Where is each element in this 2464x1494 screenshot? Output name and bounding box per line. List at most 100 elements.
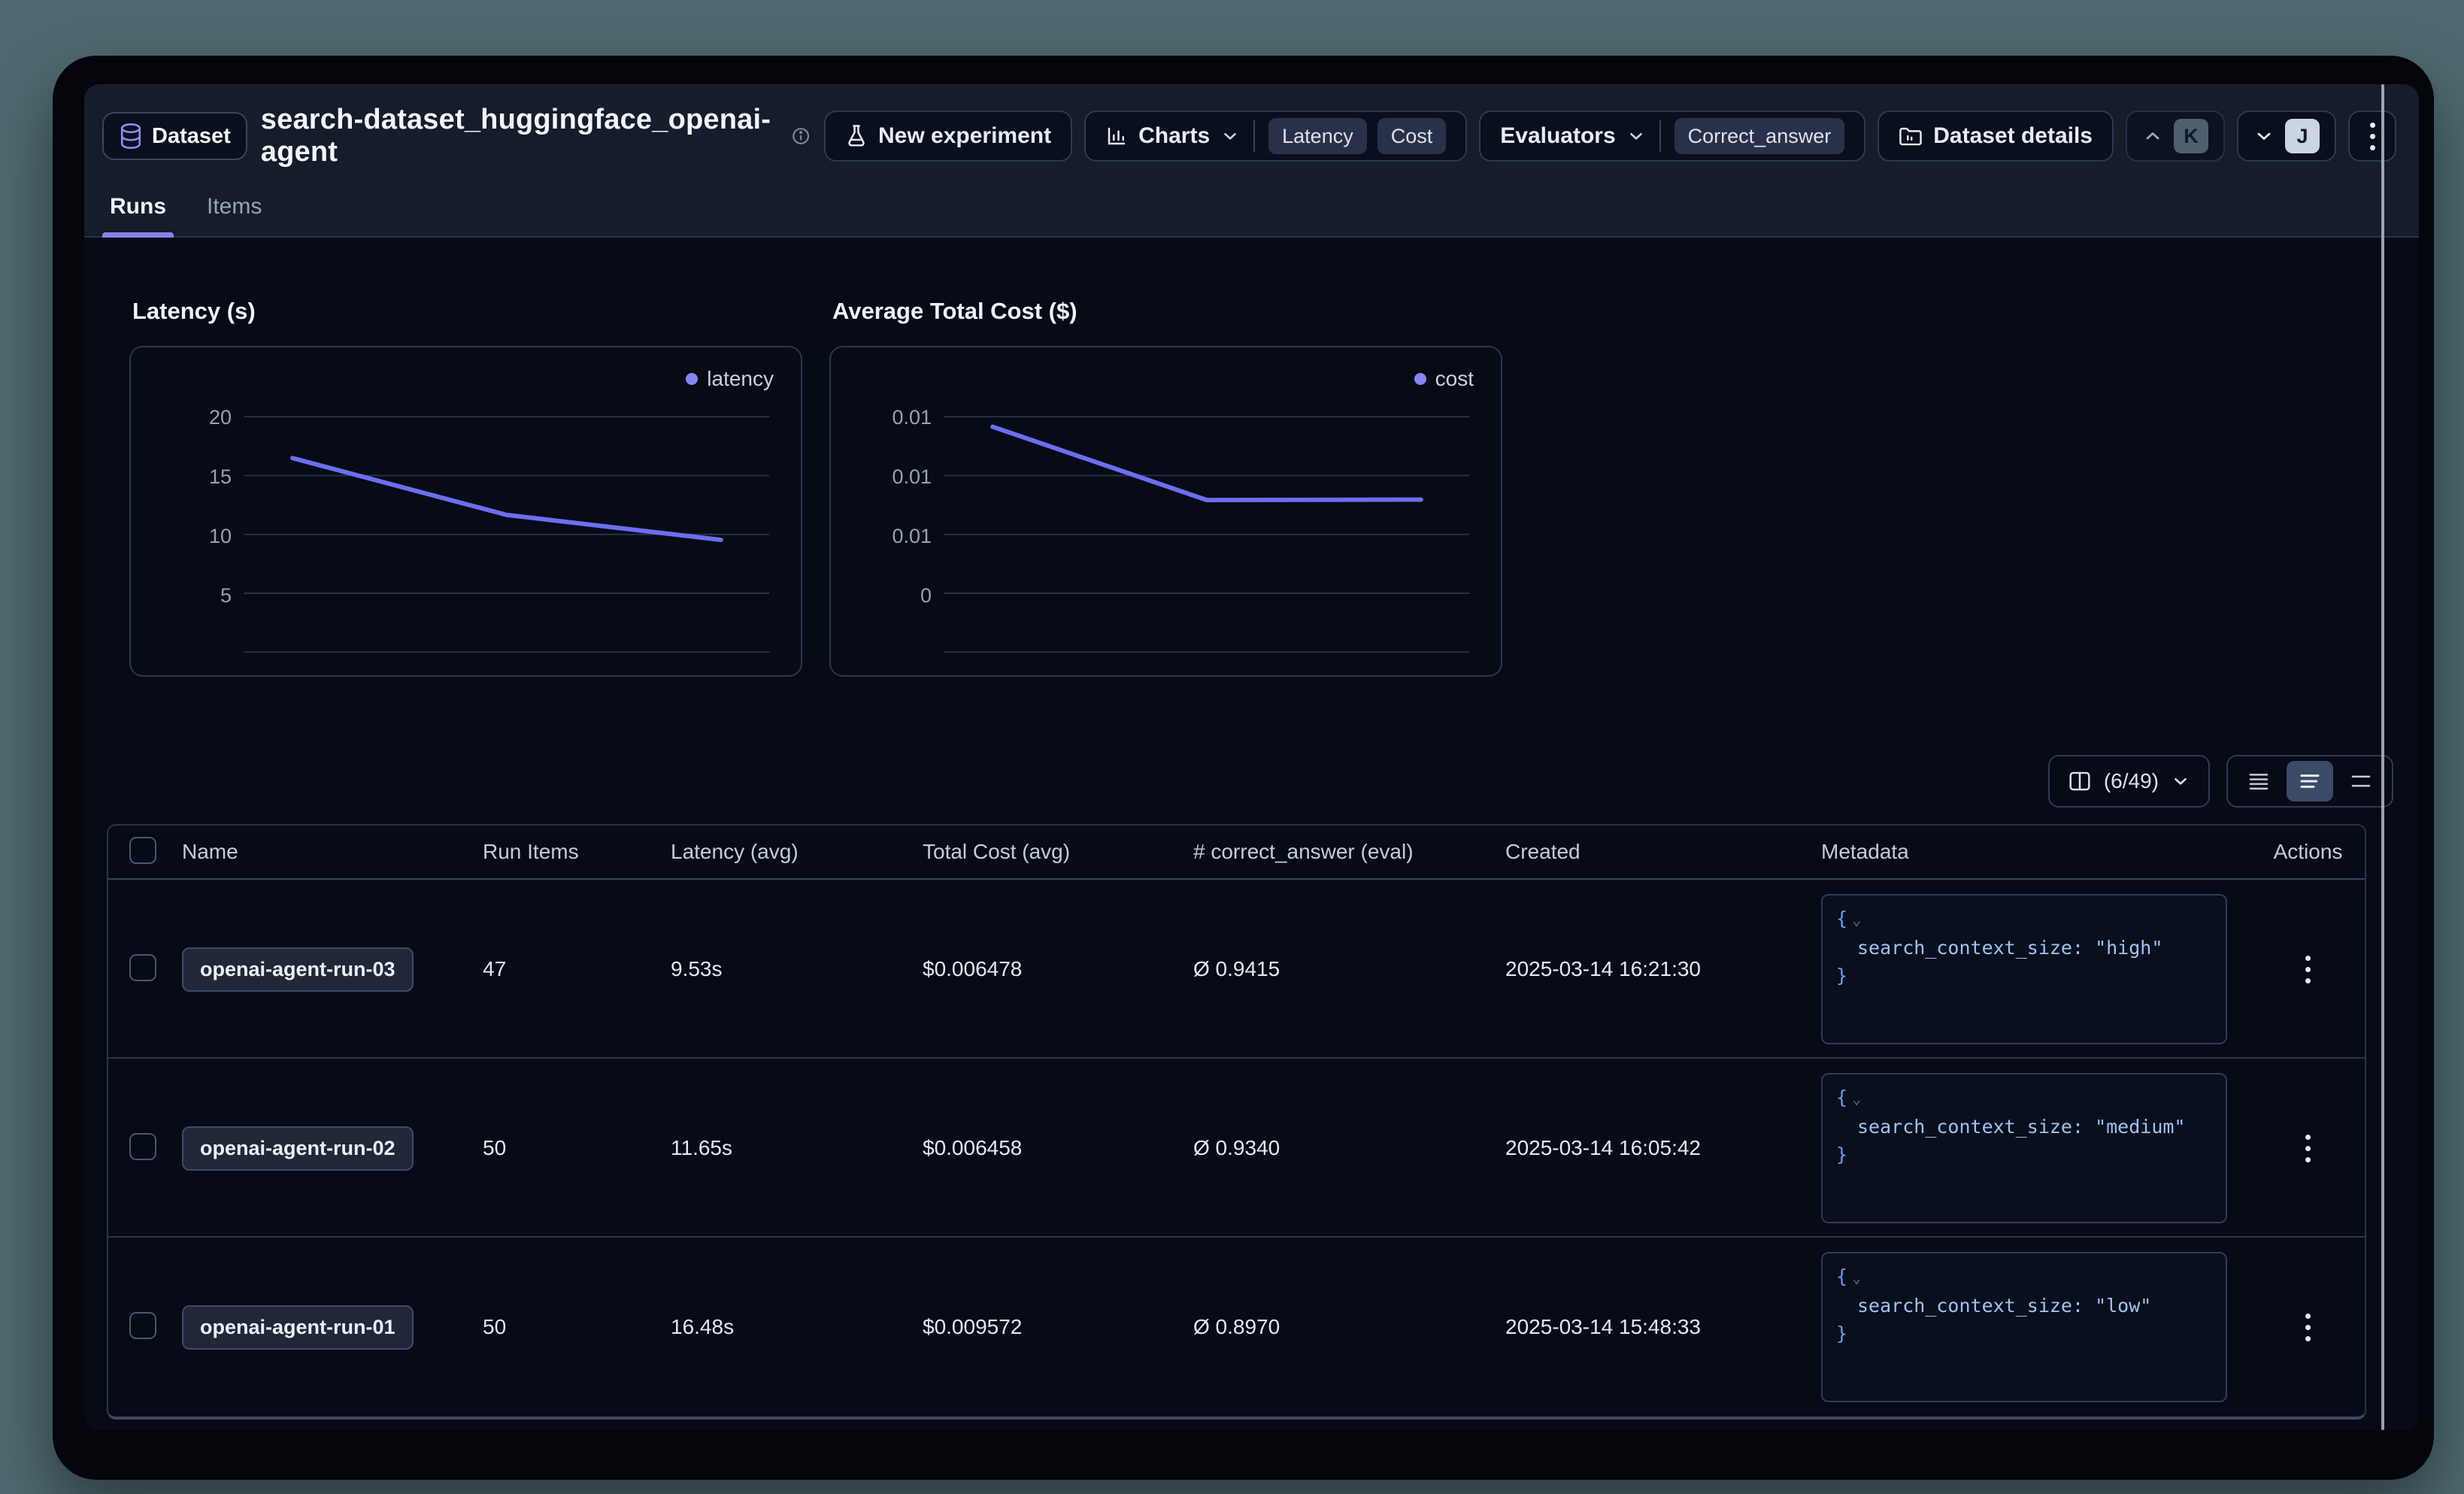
divider [1253,120,1255,152]
row-height-medium-button[interactable] [2287,761,2333,802]
created-timestamp: 2025-03-14 16:05:42 [1505,1136,1821,1160]
app-screen: Dataset search-dataset_huggingface_opena… [84,84,2419,1430]
run-items-value: 47 [483,957,671,981]
chevron-down-icon [1220,126,1240,146]
app-window: Dataset search-dataset_huggingface_opena… [53,56,2434,1480]
cost-legend: cost [1414,367,1474,391]
cost-chart-chip[interactable]: Cost [1377,118,1447,154]
run-name-badge[interactable]: openai-agent-run-02 [182,1126,414,1171]
row-height-medium-icon [2298,770,2322,792]
kebab-icon [2305,1135,2311,1140]
correct-answer-value: Ø 0.8970 [1193,1315,1505,1339]
total-cost-value: $0.006478 [923,957,1193,981]
row-actions-menu-button[interactable] [2286,1135,2331,1162]
row-checkbox[interactable] [129,1133,156,1160]
correct-answer-value: Ø 0.9340 [1193,1136,1505,1160]
expand-chevron-icon[interactable]: ⌄ [1852,1264,1861,1292]
kebab-icon [2370,123,2375,128]
metadata-json-box[interactable]: {⌄ search_context_size: "medium" } [1821,1073,2227,1223]
dataset-details-label: Dataset details [1933,123,2093,149]
tab-bar: Runs Items [84,174,2419,236]
correct-answer-evaluator-chip[interactable]: Correct_answer [1674,118,1845,154]
dataset-badge-label: Dataset [152,124,231,149]
select-all-checkbox[interactable] [129,837,156,864]
dataset-details-button[interactable]: Dataset details [1878,111,2114,162]
latency-chart: latency 20 15 10 5 [129,346,802,677]
database-icon [119,123,143,149]
run-name-badge[interactable]: openai-agent-run-03 [182,947,414,992]
metadata-line: search_context_size: "high" [1836,934,2212,962]
created-timestamp: 2025-03-14 15:48:33 [1505,1315,1821,1339]
row-checkbox[interactable] [129,954,156,981]
flask-icon [845,124,868,148]
row-actions-menu-button[interactable] [2286,1314,2331,1341]
charts-section: Latency (s) latency 20 15 10 5 [129,298,2419,677]
chevron-down-icon [2171,771,2190,791]
columns-count-label: (6/49) [2104,769,2159,793]
bar-chart-icon [1105,125,1128,147]
correct-answer-value: Ø 0.9415 [1193,957,1505,981]
latency-value: 9.53s [671,957,923,981]
total-cost-value: $0.006458 [923,1136,1193,1160]
shortcut-key-j: J [2285,119,2320,153]
page-title: search-dataset_huggingface_openai-agent [261,104,774,168]
metadata-line: search_context_size: "low" [1836,1292,2212,1320]
next-run-button[interactable]: J [2237,111,2336,162]
shortcut-key-k: K [2174,119,2208,153]
expand-chevron-icon[interactable]: ⌄ [1852,1085,1861,1113]
table-row: openai-agent-run-01 50 16.48s $0.009572 … [108,1238,2365,1417]
col-header-actions: Actions [2251,840,2365,864]
col-header-name: Name [182,840,483,864]
latency-chart-chip[interactable]: Latency [1268,118,1367,154]
row-height-small-button[interactable] [2235,761,2282,802]
vertical-scrollbar[interactable] [2381,84,2384,1430]
tab-runs[interactable]: Runs [107,188,169,236]
header: Dataset search-dataset_huggingface_opena… [84,84,2419,238]
info-icon[interactable] [791,125,811,147]
run-name-badge[interactable]: openai-agent-run-01 [182,1305,414,1350]
runs-table: Name Run Items Latency (avg) Total Cost … [107,824,2366,1420]
kebab-icon [2305,1314,2311,1319]
column-visibility-button[interactable]: (6/49) [2048,755,2210,808]
latency-legend: latency [686,367,774,391]
cost-chart: cost 0.01 0.01 0.01 0 [829,346,1502,677]
folder-chart-icon [1899,125,1923,147]
new-experiment-button[interactable]: New experiment [824,111,1072,162]
dataset-type-badge: Dataset [102,112,247,160]
run-items-value: 50 [483,1136,671,1160]
divider [1659,120,1661,152]
expand-chevron-icon[interactable]: ⌄ [1852,906,1861,934]
tab-items[interactable]: Items [204,188,265,236]
row-actions-menu-button[interactable] [2286,956,2331,983]
cost-line-plot [831,347,1501,675]
metadata-line: search_context_size: "medium" [1836,1113,2212,1141]
table-row: openai-agent-run-03 47 9.53s $0.006478 Ø… [108,880,2365,1059]
evaluators-label: Evaluators [1500,123,1615,149]
col-header-latency: Latency (avg) [671,840,923,864]
total-cost-value: $0.009572 [923,1315,1193,1339]
new-experiment-label: New experiment [878,123,1051,149]
col-header-total-cost: Total Cost (avg) [923,840,1193,864]
row-height-large-button[interactable] [2338,761,2384,802]
evaluators-menu-button[interactable]: Evaluators Correct_answer [1479,111,1865,162]
legend-label: latency [707,367,774,391]
metadata-json-box[interactable]: {⌄ search_context_size: "low" } [1821,1252,2227,1402]
metadata-json-box[interactable]: {⌄ search_context_size: "high" } [1821,894,2227,1044]
legend-dot-icon [686,373,698,385]
previous-run-button[interactable]: K [2126,111,2225,162]
run-items-value: 50 [483,1315,671,1339]
chevron-down-icon [2253,126,2275,147]
row-height-small-icon [2247,770,2271,792]
cost-chart-title: Average Total Cost ($) [832,298,1502,325]
charts-menu-button[interactable]: Charts Latency Cost [1084,111,1467,162]
legend-label: cost [1435,367,1474,391]
charts-label: Charts [1138,123,1210,149]
created-timestamp: 2025-03-14 16:21:30 [1505,957,1821,981]
latency-value: 16.48s [671,1315,923,1339]
row-height-large-icon [2349,770,2373,792]
row-checkbox[interactable] [129,1312,156,1339]
row-height-toggle [2226,755,2393,808]
latency-value: 11.65s [671,1136,923,1160]
table-controls: (6/49) [84,755,2393,808]
header-more-menu-button[interactable] [2348,111,2396,162]
